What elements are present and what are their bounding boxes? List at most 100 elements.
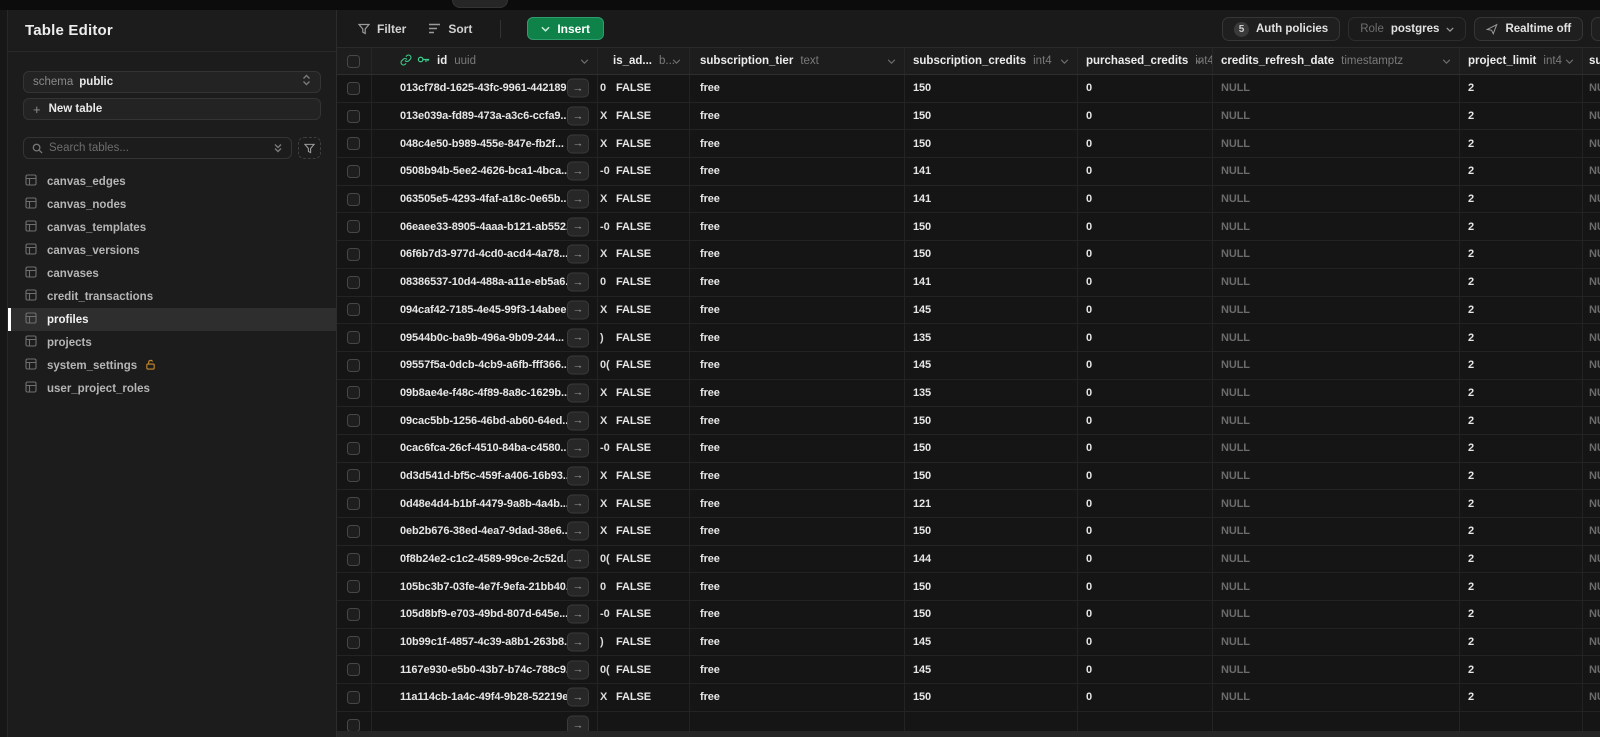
is-admin-cell[interactable]: -0 FALSE — [598, 601, 690, 628]
id-cell[interactable]: 06eaee33-8905-4aaa-b121-ab552... → — [372, 213, 598, 241]
id-cell[interactable]: 11a114cb-1a4c-49f4-9b28-52219ec... → — [372, 684, 598, 711]
expand-row-button[interactable]: → — [567, 494, 589, 514]
clipped-cell[interactable]: NULL — [1589, 276, 1600, 289]
is-admin-cell[interactable]: X FALSE — [598, 379, 690, 407]
expand-row-button[interactable]: → — [567, 272, 589, 292]
purchased-credits-cell[interactable]: 0 — [1078, 213, 1213, 241]
table-row[interactable]: 09b8ae4e-f48c-4f89-8a8c-1629b... → X FAL… — [337, 379, 1600, 408]
subscription-tier-cell[interactable] — [690, 711, 905, 731]
clipped-cell[interactable]: NULL — [1589, 414, 1600, 427]
clipped-cell[interactable]: NULL — [1589, 137, 1600, 150]
subscription-tier-cell[interactable]: free — [690, 656, 905, 684]
filter-tables-button[interactable] — [298, 137, 321, 159]
subscription-credits-cell[interactable]: 145 — [905, 656, 1078, 684]
column-header-project-limit[interactable]: project_limit int4 — [1460, 48, 1583, 74]
expand-row-button[interactable]: → — [567, 577, 589, 597]
purchased-credits-cell[interactable]: 0 — [1078, 75, 1213, 102]
row-checkbox[interactable] — [347, 718, 360, 731]
clipped-cell[interactable]: NULL — [1589, 165, 1600, 178]
subscription-tier-cell[interactable]: free — [690, 268, 905, 296]
is-admin-cell[interactable]: -0 FALSE — [598, 434, 690, 462]
table-row[interactable]: 0f8b24e2-c1c2-4589-99ce-2c52d... → 0( FA… — [337, 545, 1600, 574]
credits-refresh-date-cell[interactable]: NULL — [1213, 268, 1460, 296]
clipped-cell[interactable]: NULL — [1589, 469, 1600, 482]
id-cell[interactable]: 09b8ae4e-f48c-4f89-8a8c-1629b... → — [372, 379, 598, 407]
row-checkbox[interactable] — [347, 303, 360, 317]
row-checkbox[interactable] — [347, 192, 360, 206]
project-limit-cell[interactable]: 2 — [1460, 75, 1583, 102]
credits-refresh-date-cell[interactable]: NULL — [1213, 656, 1460, 684]
select-all-checkbox[interactable] — [347, 54, 360, 68]
project-limit-cell[interactable]: 2 — [1460, 241, 1583, 268]
subscription-credits-cell[interactable]: 150 — [905, 241, 1078, 268]
clipped-cell[interactable]: NULL — [1589, 580, 1600, 593]
row-checkbox[interactable] — [347, 607, 360, 621]
row-checkbox[interactable] — [347, 358, 360, 372]
credits-refresh-date-cell[interactable]: NULL — [1213, 351, 1460, 379]
is-admin-cell[interactable]: 0 FALSE — [598, 75, 690, 102]
expand-row-button[interactable]: → — [567, 106, 589, 126]
table-row[interactable]: 063505e5-4293-4faf-a18c-0e65b... → X FAL… — [337, 185, 1600, 214]
is-admin-cell[interactable]: 0 FALSE — [598, 268, 690, 296]
expand-row-button[interactable]: → — [567, 521, 589, 541]
expand-row-button[interactable]: → — [567, 383, 589, 403]
chevron-down-icon[interactable] — [1565, 55, 1574, 67]
is-admin-cell[interactable]: X FALSE — [598, 407, 690, 434]
table-row[interactable]: 10b99c1f-4857-4c39-a8b1-263b8... → ) FAL… — [337, 628, 1600, 657]
project-limit-cell[interactable]: 2 — [1460, 102, 1583, 130]
id-cell[interactable]: 105bc3b7-03fe-4e7f-9efa-21bb40... → — [372, 573, 598, 601]
table-row[interactable]: 013e039a-fd89-473a-a3c6-ccfa9... → X FAL… — [337, 102, 1600, 131]
credits-refresh-date-cell[interactable]: NULL — [1213, 102, 1460, 130]
search-tables-field[interactable] — [23, 137, 292, 159]
chevron-down-icon[interactable] — [887, 55, 896, 67]
credits-refresh-date-cell[interactable]: NULL — [1213, 241, 1460, 268]
purchased-credits-cell[interactable]: 0 — [1078, 241, 1213, 268]
credits-refresh-date-cell[interactable]: NULL — [1213, 130, 1460, 158]
role-selector-button[interactable]: Role postgres — [1348, 17, 1467, 41]
is-admin-cell[interactable]: X FALSE — [598, 490, 690, 517]
is-admin-cell[interactable]: X FALSE — [598, 102, 690, 130]
clipped-cell[interactable]: NULL — [1589, 248, 1600, 261]
column-header-subscription-tier[interactable]: subscription_tier text — [690, 48, 905, 74]
project-limit-cell[interactable]: 2 — [1460, 379, 1583, 407]
sort-button[interactable]: Sort — [428, 22, 472, 36]
project-limit-cell[interactable]: 2 — [1460, 351, 1583, 379]
table-row[interactable]: 0cac6fca-26cf-4510-84ba-c4580... → -0 FA… — [337, 434, 1600, 463]
row-checkbox[interactable] — [347, 137, 360, 151]
double-chevron-icon[interactable] — [273, 142, 283, 154]
sidebar-table-item[interactable]: canvas_edges — [8, 170, 336, 193]
grid-footer-bar[interactable] — [337, 731, 1600, 737]
purchased-credits-cell[interactable]: 0 — [1078, 434, 1213, 462]
clipped-cell[interactable] — [1583, 712, 1600, 731]
column-header-id[interactable]: id uuid — [372, 48, 598, 74]
clipped-cell[interactable]: NULL — [1589, 331, 1600, 344]
id-cell[interactable]: 0508b94b-5ee2-4626-bca1-4bca... → — [372, 158, 598, 185]
clipped-cell[interactable]: NULL — [1589, 497, 1600, 510]
table-row[interactable]: 1167e930-e5b0-43b7-b74c-788c9... → 0( FA… — [337, 656, 1600, 685]
purchased-credits-cell[interactable]: 0 — [1078, 185, 1213, 213]
row-checkbox[interactable] — [347, 164, 360, 178]
row-checkbox[interactable] — [347, 414, 360, 428]
credits-refresh-date-cell[interactable]: NULL — [1213, 601, 1460, 628]
subscription-credits-cell[interactable]: 150 — [905, 573, 1078, 601]
row-checkbox[interactable] — [347, 247, 360, 261]
subscription-tier-cell[interactable]: free — [690, 601, 905, 628]
row-checkbox[interactable] — [347, 497, 360, 511]
table-row[interactable]: 06eaee33-8905-4aaa-b121-ab552... → -0 FA… — [337, 213, 1600, 242]
sidebar-table-item[interactable]: canvas_nodes — [8, 193, 336, 216]
auth-policies-button[interactable]: 5 Auth policies — [1222, 17, 1341, 41]
table-row[interactable]: 0eb2b676-38ed-4ea7-9dad-38e6... → X FALS… — [337, 518, 1600, 546]
subscription-tier-cell[interactable]: free — [690, 518, 905, 545]
subscription-tier-cell[interactable]: free — [690, 434, 905, 462]
table-row[interactable]: → — [337, 711, 1600, 731]
project-limit-cell[interactable]: 2 — [1460, 684, 1583, 711]
chevron-down-icon[interactable] — [580, 55, 589, 67]
row-checkbox[interactable] — [347, 109, 360, 123]
id-cell[interactable]: 0d3d541d-bf5c-459f-a406-16b93... → — [372, 462, 598, 490]
row-checkbox[interactable] — [347, 663, 360, 677]
row-checkbox[interactable] — [347, 81, 360, 95]
expand-row-button[interactable]: → — [567, 300, 589, 320]
sidebar-table-item[interactable]: canvases — [8, 262, 336, 285]
purchased-credits-cell[interactable]: 0 — [1078, 545, 1213, 573]
subscription-credits-cell[interactable]: 150 — [905, 102, 1078, 130]
